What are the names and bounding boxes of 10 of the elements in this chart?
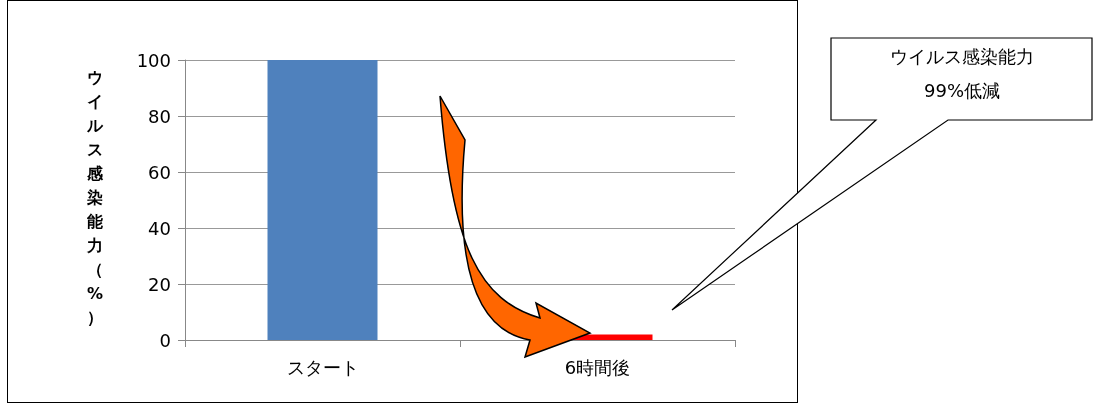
x-tick-label: 6時間後 <box>564 356 631 378</box>
y-tick-label: 0 <box>159 329 171 351</box>
y-tick-label: 40 <box>148 217 171 239</box>
text: ウイルス感染能力 99%低減 <box>889 45 1035 103</box>
y-tick-label: 100 <box>136 49 171 71</box>
y-tick-label: 80 <box>148 105 171 127</box>
text: ウイルス感染能力（%） <box>86 68 104 327</box>
x-tick-label: スタート <box>286 356 359 378</box>
y-tick-label: 60 <box>148 161 171 183</box>
y-tick-label: 20 <box>148 273 171 295</box>
